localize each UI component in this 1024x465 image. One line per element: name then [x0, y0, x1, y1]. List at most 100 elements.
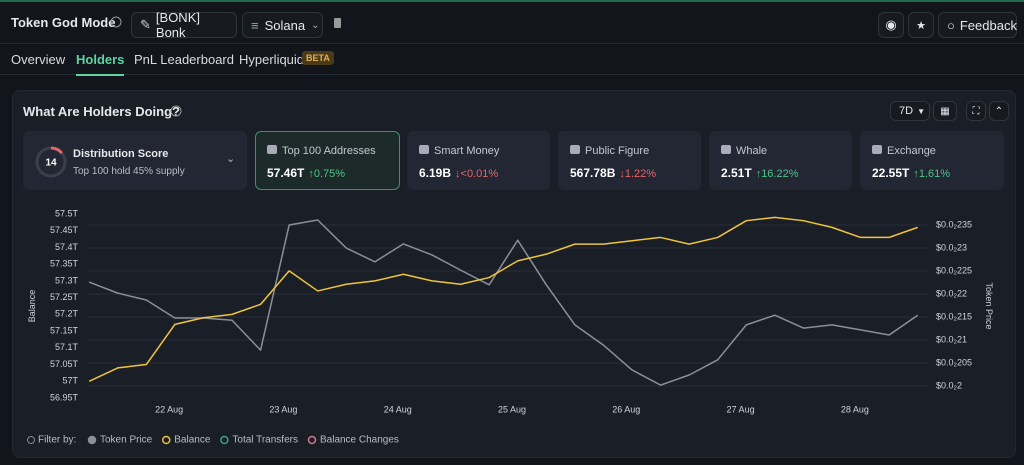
card-label: Top 100 Addresses [282, 145, 376, 157]
card-change: 16.22% [756, 168, 799, 180]
y-tick-label: 57.45T [50, 225, 79, 235]
x-tick-label: 25 Aug [498, 404, 526, 414]
x-tick-label: 22 Aug [155, 404, 183, 414]
y2-tick-label: $0.0₂215 [936, 311, 972, 321]
legend-label[interactable]: Balance [174, 435, 211, 446]
chain-name: Solana [264, 17, 306, 33]
y2-tick-label: $0.0₂235 [936, 219, 972, 229]
score-note: Top 100 hold 45% supply [73, 166, 185, 177]
token-name: [BONK] Bonk [155, 10, 200, 40]
y-tick-label: 56.95T [50, 392, 79, 402]
x-tick-label: 24 Aug [384, 404, 412, 414]
tab-bar: Overview Holders PnL Leaderboard Hyperliqui… [0, 45, 1024, 76]
legend-label[interactable]: Total Transfers [232, 435, 298, 446]
legend-label[interactable]: Token Price [100, 435, 153, 446]
score-label: Distribution Score [73, 148, 169, 160]
x-tick-label: 27 Aug [727, 404, 755, 414]
card-change: 1.22% [619, 168, 656, 180]
card-amount: 2.51T [721, 166, 752, 180]
card-label: Exchange [887, 145, 936, 157]
card-icon [267, 145, 277, 154]
y2-tick-label: $0.0₂205 [936, 357, 972, 367]
metric-card[interactable]: Top 100 Addresses 57.46T0.75% [255, 131, 400, 190]
y-tick-label: 57.15T [50, 325, 79, 335]
card-value: 57.46T0.75% [267, 166, 345, 180]
legend-marker [307, 435, 317, 445]
y2-tick-label: $0.0₂23 [936, 242, 967, 252]
header: Token God Mode ✎ [BONK] Bonk ≡ Solana ⌄ ◉ ★… [0, 2, 1024, 44]
y-tick-label: 57.35T [50, 259, 79, 269]
feedback-button[interactable]: ○ Feedback [938, 12, 1017, 38]
y2-tick-label: $0.0₂22 [936, 288, 967, 298]
y2-axis-label: Token Price [984, 282, 994, 329]
filter-icon [27, 436, 35, 444]
y-tick-label: 57.4T [55, 242, 79, 252]
expand-button[interactable]: ⛶ [966, 101, 986, 121]
score-value: 14 [45, 158, 57, 169]
x-tick-label: 23 Aug [269, 404, 297, 414]
beta-badge: BETA [302, 51, 334, 65]
score-gauge: 14 [35, 146, 67, 178]
card-icon [419, 145, 429, 154]
y2-tick-label: $0.0₂21 [936, 334, 967, 344]
card-icon [872, 145, 882, 154]
watch-button[interactable]: ◉ [878, 12, 904, 38]
card-change: 0.75% [308, 168, 345, 180]
page-title: Token God Mode [11, 15, 116, 30]
timeframe-select[interactable]: 7D ▼ [890, 101, 930, 121]
y-tick-label: 57.1T [55, 342, 79, 352]
copy-icon[interactable] [333, 17, 342, 29]
collapse-button[interactable]: ⌃ [989, 101, 1009, 121]
metric-card[interactable]: Whale 2.51T 16.22% [709, 131, 852, 190]
card-amount: 57.46T [267, 166, 305, 180]
y-tick-label: 57.25T [50, 292, 79, 302]
card-label: Public Figure [585, 145, 650, 157]
token-selector[interactable]: ✎ [BONK] Bonk [131, 10, 237, 40]
expand-chevron: ⌄ [226, 153, 236, 165]
x-tick-label: 28 Aug [841, 404, 869, 414]
calendar-button[interactable]: ▦ [933, 101, 957, 121]
card-value: 6.19B<0.01% [419, 166, 498, 180]
legend-marker [87, 435, 97, 445]
legend-label[interactable]: Balance Changes [320, 435, 399, 446]
timeframe: 7D [899, 105, 914, 117]
y-tick-label: 57.3T [55, 275, 79, 285]
panel-title: What Are Holders Doing? [23, 104, 180, 119]
series-line [88, 216, 918, 382]
info-icon [170, 105, 182, 117]
filter-label: Filter by: [38, 435, 76, 446]
y2-tick-label: $0.0₂2 [936, 380, 962, 390]
tab[interactable]: PnL Leaderboard [134, 52, 234, 67]
metric-card[interactable]: Exchange 22.55T1.61% [860, 131, 1004, 190]
legend-marker [162, 435, 171, 445]
card-value: 22.55T1.61% [872, 166, 950, 180]
card-amount: 567.78B [570, 166, 616, 180]
series-line [88, 219, 919, 386]
y-tick-label: 57.2T [55, 309, 79, 319]
card-value: 567.78B1.22% [570, 166, 656, 180]
y-axis-label: Balance [27, 290, 37, 323]
x-tick-label: 26 Aug [612, 404, 640, 414]
metric-card[interactable]: Smart Money 6.19B<0.01% [407, 131, 550, 190]
feedback-label: Feedback [959, 17, 1017, 33]
distribution-card[interactable]: 14 Distribution Score Top 100 hold 45% s… [23, 131, 247, 190]
card-value: 2.51T 16.22% [721, 166, 799, 180]
card-icon [721, 145, 731, 154]
card-amount: 6.19B [419, 166, 452, 180]
accent-line [0, 0, 1024, 2]
card-change: 1.61% [913, 168, 950, 180]
card-icon [570, 145, 580, 154]
chain-selector[interactable]: ≡ Solana ⌄ [242, 12, 323, 38]
card-change: <0.01% [455, 168, 498, 180]
y2-tick-label: $0.0₂225 [936, 265, 972, 275]
tab[interactable]: Overview [11, 52, 66, 67]
info-icon [110, 16, 122, 28]
card-amount: 22.55T [872, 166, 910, 180]
tab[interactable]: Holders [76, 52, 125, 76]
metric-card[interactable]: Public Figure 567.78B1.22% [558, 131, 701, 190]
card-label: Smart Money [434, 145, 500, 157]
gauge-arc [50, 146, 63, 155]
tab[interactable]: Hyperliquid [239, 52, 305, 67]
pin-button[interactable]: ★ [908, 12, 934, 38]
